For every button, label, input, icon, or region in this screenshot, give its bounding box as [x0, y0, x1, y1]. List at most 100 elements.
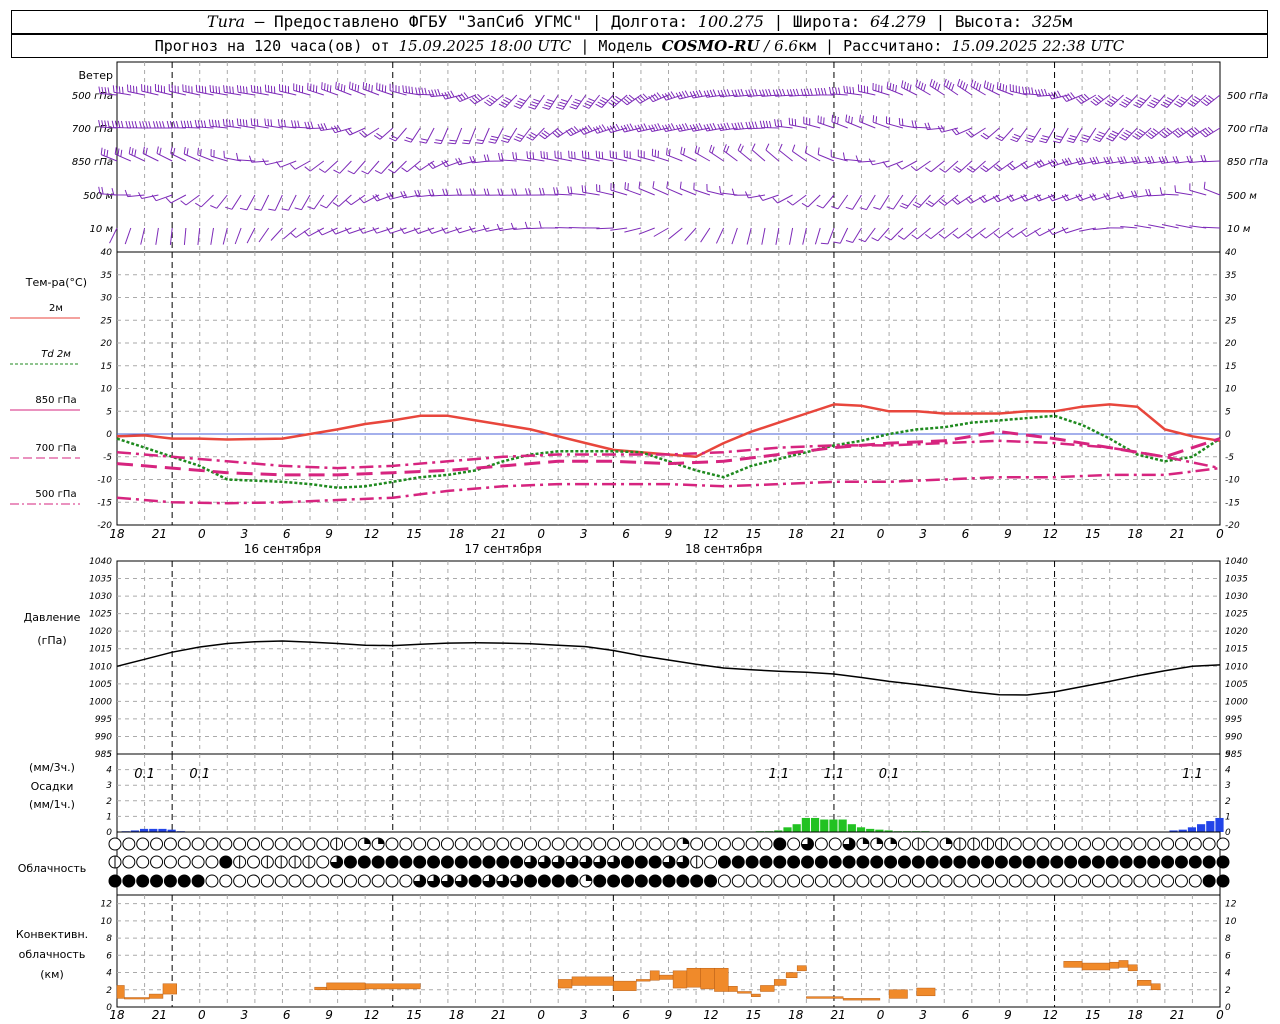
cloud-circle: [1078, 874, 1091, 888]
wind-barb: [623, 150, 642, 162]
wind-barb: [304, 160, 325, 172]
wind-barb: [1034, 193, 1055, 202]
convective-bar: [760, 985, 775, 992]
wind-barb: [817, 147, 835, 162]
wind-barb: [694, 145, 711, 162]
wind-barb: [109, 227, 118, 244]
cloud-circle: [1147, 874, 1161, 888]
cloud-circle: [967, 855, 981, 869]
cloud-circle: [413, 855, 427, 869]
wind-barb: [765, 143, 780, 162]
wind-barb: [498, 94, 518, 108]
wind-barb: [539, 187, 559, 196]
wind-barb: [1134, 224, 1152, 229]
day-label: 16 сентября: [244, 542, 321, 556]
pressure-tick-right: 990: [1225, 732, 1242, 742]
wind-barb: [512, 152, 531, 162]
wind-barb: [114, 147, 131, 162]
cloud-circle: [1064, 837, 1078, 851]
station-name: Tura: [206, 12, 246, 31]
convective-bar: [636, 979, 651, 982]
cloud-circle: [427, 855, 441, 869]
wind-barb: [225, 194, 242, 210]
wind-barb: [1172, 127, 1193, 138]
calc-time: 15.09.2025 22:38 UTC: [951, 37, 1125, 55]
precip-bar: [1206, 821, 1215, 832]
temperature-tick-left: 20: [101, 339, 113, 349]
wind-barb: [374, 160, 394, 175]
cloud-circle: [122, 837, 136, 851]
convective-bar: [714, 967, 729, 992]
wind-barb: [886, 116, 904, 129]
wind-barb: [925, 227, 945, 239]
cloud-circle: [828, 837, 842, 851]
wind-level-right: 700 гПа: [1227, 124, 1268, 135]
precip-total-label: 0.1: [189, 767, 210, 782]
cloud-circle: [1202, 874, 1216, 888]
wind-barb: [275, 160, 297, 168]
wind-barb: [746, 227, 752, 245]
wind-barb: [223, 85, 242, 96]
precip-unit-bottom: (мм/1ч.): [29, 798, 75, 811]
cloud-circle: [219, 874, 233, 888]
wind-barb: [911, 120, 931, 129]
cloud-circle: [399, 855, 413, 869]
wind-level-left: 500 гПа: [72, 91, 113, 102]
cloud-circle: [510, 837, 524, 851]
wind-barb: [362, 81, 380, 96]
cloud-circle: [524, 874, 537, 888]
precip-bar: [875, 829, 884, 832]
cloud-circle: [343, 837, 357, 851]
pressure-tick-right: 985: [1225, 750, 1242, 760]
pressure-tick-right: 1000: [1225, 697, 1248, 707]
wind-barb: [318, 160, 338, 173]
wind-barb: [428, 88, 448, 98]
temperature-hour-label: 0: [877, 527, 885, 541]
cloud-mark: [552, 856, 565, 868]
cloud-circle: [856, 874, 870, 888]
wind-barb: [970, 79, 986, 96]
cloud-circle: [953, 874, 967, 888]
wind-barb: [689, 89, 710, 99]
temperature-hour-label: 9: [325, 527, 333, 541]
wind-barb: [183, 227, 187, 245]
wind-barb: [1106, 127, 1124, 142]
cloud-circle: [1147, 855, 1161, 869]
cloud-circle: [1174, 874, 1188, 888]
wind-barb: [675, 123, 697, 132]
wind-barb: [814, 87, 835, 96]
convective-bar: [649, 970, 660, 981]
wind-barb: [653, 227, 669, 237]
wind-barb: [898, 117, 917, 129]
wind-barb: [652, 181, 669, 196]
pressure-tick-right: 995: [1225, 715, 1242, 725]
wind-barb: [952, 227, 973, 239]
temperature-hour-label: 6: [962, 527, 970, 541]
cloud-circle: [440, 855, 454, 869]
wind-barb: [925, 194, 945, 208]
pressure-tick-right: 1020: [1225, 627, 1248, 637]
cloud-circle: [870, 874, 884, 888]
wind-barb: [1189, 183, 1207, 196]
temperature-hour-label: 12: [703, 527, 718, 541]
convective-hour-label: 15: [406, 1008, 421, 1022]
convective-hour-label: 6: [962, 1008, 970, 1022]
convective-bar: [727, 986, 738, 992]
wind-barb: [441, 159, 462, 168]
cloud-mark: [378, 838, 385, 844]
wind-barb: [138, 192, 159, 199]
cloud-circle: [219, 855, 233, 869]
wind-barb: [1061, 193, 1083, 202]
pressure-tick-left: 1020: [89, 627, 112, 637]
wind-barb: [1175, 224, 1193, 229]
wind-barb: [195, 194, 214, 208]
wind-barb: [268, 194, 283, 211]
cloud-circle: [593, 837, 607, 851]
cloud-circle: [330, 874, 344, 888]
cloud-circle: [1174, 837, 1188, 851]
cloud-circle: [1133, 874, 1147, 888]
convective-tick-right: 0: [1225, 1003, 1231, 1013]
cloud-circle: [219, 837, 233, 851]
cloud-circle: [897, 837, 911, 851]
pressure-tick-left: 1015: [89, 645, 112, 655]
